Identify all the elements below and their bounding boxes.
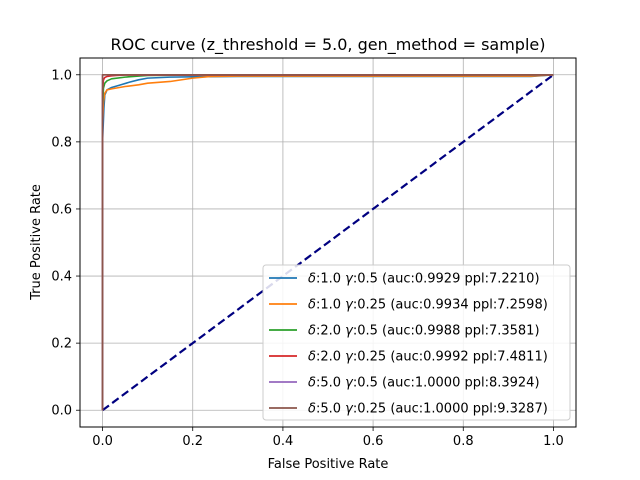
legend-label: δ:1.0 γ:0.5 (auc:0.9929 ppl:7.2210) bbox=[308, 272, 540, 287]
y-tick-label: 0.4 bbox=[51, 270, 72, 285]
x-tick-label: 1.0 bbox=[543, 434, 564, 449]
chart-title: ROC curve (z_threshold = 5.0, gen_method… bbox=[111, 35, 546, 55]
y-tick-label: 1.0 bbox=[51, 68, 72, 83]
x-axis-label: False Positive Rate bbox=[268, 457, 389, 472]
y-tick-label: 0.8 bbox=[51, 135, 72, 150]
x-tick-label: 0.2 bbox=[182, 434, 203, 449]
ticks: 0.0 0.2 0.4 0.6 0.8 1.0 0.0 0.2 0.4 0.6 0.8 1.0 bbox=[51, 68, 563, 449]
legend-label: δ:2.0 γ:0.5 (auc:0.9988 ppl:7.3581) bbox=[308, 324, 540, 339]
x-tick-label: 0.6 bbox=[363, 434, 384, 449]
legend: δ:1.0 γ:0.5 (auc:0.9929 ppl:7.2210) δ:1.0… bbox=[262, 264, 571, 421]
legend-box bbox=[262, 264, 571, 421]
series-layer bbox=[101, 73, 554, 411]
legend-label: δ:1.0 γ:0.25 (auc:0.9934 ppl:7.2598) bbox=[308, 298, 548, 313]
series-line-1 bbox=[101, 73, 554, 411]
legend-label: δ:2.0 γ:0.25 (auc:0.9992 ppl:7.4811) bbox=[308, 350, 548, 365]
x-tick-label: 0.0 bbox=[92, 434, 113, 449]
x-tick-label: 0.8 bbox=[453, 434, 474, 449]
legend-label: δ:5.0 γ:0.5 (auc:1.0000 ppl:8.3924) bbox=[308, 376, 540, 391]
series-line-5 bbox=[101, 73, 554, 411]
plot-frame bbox=[79, 57, 577, 428]
legend-label: δ:5.0 γ:0.25 (auc:1.0000 ppl:9.3287) bbox=[308, 402, 548, 417]
y-axis-label: True Positive Rate bbox=[29, 184, 44, 301]
y-tick-label: 0.0 bbox=[51, 404, 72, 419]
y-tick-label: 0.2 bbox=[51, 337, 72, 352]
grid bbox=[80, 58, 576, 427]
y-tick-label: 0.6 bbox=[51, 202, 72, 217]
x-tick-label: 0.4 bbox=[273, 434, 294, 449]
baseline-diagonal bbox=[101, 73, 555, 412]
baseline-layer bbox=[101, 73, 555, 412]
